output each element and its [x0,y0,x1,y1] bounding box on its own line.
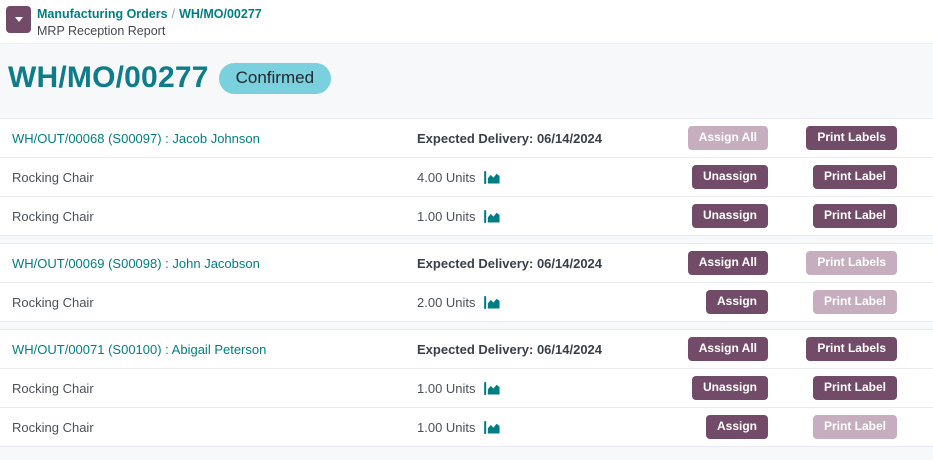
breadcrumb-separator: / [171,7,176,21]
print-label-button: Print Label [812,415,897,439]
product-name: Rocking Chair [12,169,94,185]
quantity-label: 1.00 Units [417,380,476,396]
area-chart-icon[interactable] [483,381,501,395]
print-label-button[interactable]: Print Label [812,165,897,189]
expected-delivery-label: Expected Delivery: 06/14/2024 [417,255,603,271]
area-chart-icon[interactable] [483,420,501,434]
assign-button[interactable]: Assign [705,415,768,439]
area-chart-icon[interactable] [483,295,501,309]
breadcrumb: Manufacturing Orders / WH/MO/00277 MRP Rec… [37,6,262,39]
delivery-group: WH/OUT/00069 (S00098) : John Jacobson Ex… [0,243,933,322]
assign-all-button[interactable]: Assign All [687,337,768,361]
print-label-button[interactable]: Print Label [812,204,897,228]
breadcrumb-item-current[interactable]: WH/MO/00277 [179,7,262,21]
delivery-group: WH/OUT/00068 (S00097) : Jacob Johnson Ex… [0,118,933,236]
product-row: Rocking Chair 2.00 Units Assign Print La… [0,283,933,322]
page-header: WH/MO/00277 Confirmed [0,44,933,95]
assign-button[interactable]: Unassign [691,376,768,400]
group-header-row: WH/OUT/00069 (S00098) : John Jacobson Ex… [0,244,933,283]
group-header-row: WH/OUT/00068 (S00097) : Jacob Johnson Ex… [0,119,933,158]
product-row: Rocking Chair 1.00 Units Assign Print La… [0,408,933,447]
page-title[interactable]: WH/MO/00277 [8,61,209,94]
print-labels-button: Print Labels [806,251,897,275]
delivery-order-link[interactable]: WH/OUT/00068 (S00097) : Jacob Johnson [12,130,260,146]
area-chart-icon[interactable] [483,170,501,184]
product-name: Rocking Chair [12,294,94,310]
product-row: Rocking Chair 1.00 Units Unassign Print … [0,197,933,236]
expected-delivery-label: Expected Delivery: 06/14/2024 [417,341,603,357]
chevron-down-icon [14,17,23,22]
print-labels-button[interactable]: Print Labels [806,126,897,150]
delivery-order-link[interactable]: WH/OUT/00071 (S00100) : Abigail Peterson [12,341,267,357]
report-table: WH/OUT/00068 (S00097) : Jacob Johnson Ex… [0,118,933,447]
quantity-label: 1.00 Units [417,208,476,224]
assign-button[interactable]: Unassign [691,204,768,228]
expected-delivery-label: Expected Delivery: 06/14/2024 [417,130,603,146]
status-badge: Confirmed [218,62,332,94]
print-label-button[interactable]: Print Label [812,376,897,400]
breadcrumb-subtitle: MRP Reception Report [37,23,166,38]
product-row: Rocking Chair 1.00 Units Unassign Print … [0,369,933,408]
quantity-label: 2.00 Units [417,294,476,310]
breadcrumb-bar: Manufacturing Orders / WH/MO/00277 MRP Rec… [0,0,933,44]
product-name: Rocking Chair [12,380,94,396]
product-name: Rocking Chair [12,419,94,435]
quantity-label: 4.00 Units [417,169,476,185]
breadcrumb-item-manufacturing-orders[interactable]: Manufacturing Orders [37,7,168,21]
print-labels-button[interactable]: Print Labels [806,337,897,361]
assign-all-button[interactable]: Assign All [687,251,768,275]
assign-all-button: Assign All [687,126,768,150]
breadcrumb-dropdown-button[interactable] [6,6,31,33]
print-label-button: Print Label [812,290,897,314]
delivery-group: WH/OUT/00071 (S00100) : Abigail Peterson… [0,329,933,447]
quantity-label: 1.00 Units [417,419,476,435]
product-row: Rocking Chair 4.00 Units Unassign Print … [0,158,933,197]
assign-button[interactable]: Unassign [691,165,768,189]
product-name: Rocking Chair [12,208,94,224]
area-chart-icon[interactable] [483,209,501,223]
delivery-order-link[interactable]: WH/OUT/00069 (S00098) : John Jacobson [12,255,260,271]
assign-button[interactable]: Assign [705,290,768,314]
group-header-row: WH/OUT/00071 (S00100) : Abigail Peterson… [0,330,933,369]
